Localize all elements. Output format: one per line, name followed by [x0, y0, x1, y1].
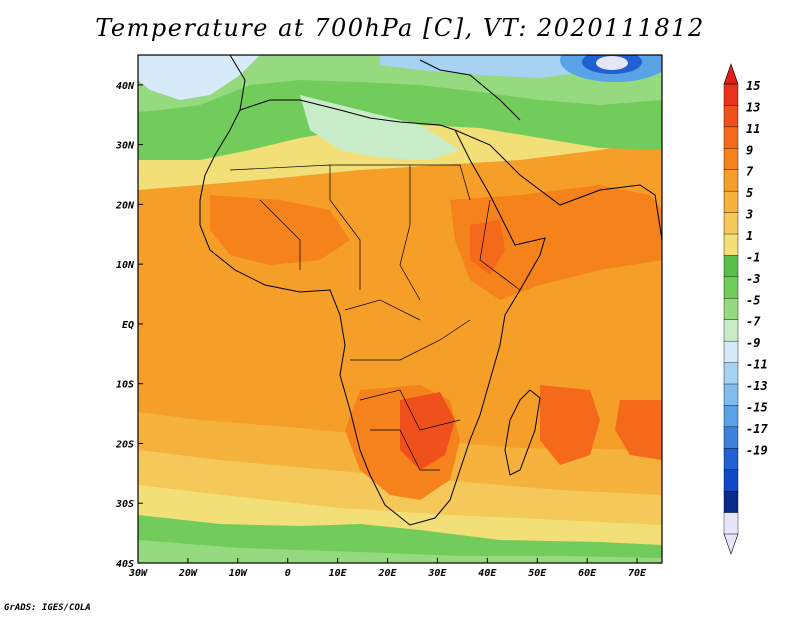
colorbar-swatch — [723, 190, 739, 214]
x-tick-label: 50E — [528, 568, 547, 579]
x-tick-label: 20W — [178, 568, 198, 579]
colorbar-label: -1 — [746, 250, 760, 264]
credit-text: GrADS: IGES/COLA — [4, 603, 91, 613]
x-tick-label: 20E — [377, 568, 397, 579]
plot-frame — [137, 54, 663, 564]
colorbar-swatch — [723, 298, 739, 321]
warm-arabia — [450, 185, 662, 300]
x-tick-label: 40E — [478, 568, 497, 579]
x-tick-label: 0 — [285, 568, 291, 579]
colorbar-label: -3 — [746, 272, 760, 286]
colorbar-swatch — [723, 212, 739, 235]
colorbar-swatch — [723, 83, 739, 107]
colorbar-swatch — [723, 276, 739, 299]
band-m1 — [138, 540, 662, 563]
colorbar-label: -9 — [746, 336, 760, 350]
colorbar-swatch — [723, 340, 739, 364]
colorbar-label: 9 — [746, 143, 753, 157]
colorbar-label: 11 — [746, 122, 760, 136]
chart-title: Temperature at 700hPa [C], VT: 202011181… — [95, 14, 705, 42]
colorbar-swatch — [723, 426, 739, 449]
colorbar-swatch — [723, 148, 739, 171]
colorbar-swatch — [723, 233, 739, 257]
atlantic-cool — [138, 55, 260, 100]
colorbar-top-arrow — [723, 63, 739, 85]
y-tick-label: 40N — [116, 81, 135, 92]
colorbar-swatch — [723, 169, 739, 192]
x-tick-label: 70E — [628, 568, 647, 579]
colorbar-swatch — [723, 448, 739, 471]
coastlines — [199, 55, 662, 526]
hot-south — [400, 392, 455, 470]
warm-horn — [470, 220, 505, 275]
colorbar-label: 1 — [746, 229, 753, 243]
y-tick-label: 20S — [115, 439, 134, 450]
y-tick-label: 10N — [116, 260, 135, 271]
colorbar-label: -17 — [746, 422, 768, 436]
y-tick-label: 20N — [115, 200, 135, 211]
colorbar-label: -19 — [746, 443, 768, 457]
north-cool — [380, 55, 620, 78]
y-tick-label: 30S — [115, 499, 134, 510]
colorbar-swatch — [723, 490, 739, 514]
colorbar-label: -13 — [746, 379, 768, 393]
x-tick-label: 30E — [427, 568, 447, 579]
x-tick-label: 30W — [128, 568, 148, 579]
colorbar-label: -5 — [746, 293, 760, 307]
warm-indian-2 — [615, 400, 662, 460]
y-tick-label: 40S — [116, 559, 134, 570]
colorbar-swatch — [723, 255, 739, 278]
colorbar-swatch — [723, 126, 739, 149]
colorbar-swatch — [723, 362, 739, 385]
warm-indian-1 — [540, 385, 600, 465]
colorbar-label: 5 — [746, 186, 753, 200]
colorbar-swatch — [723, 319, 739, 342]
colorbar-bottom-arrow — [723, 533, 739, 555]
x-tick-label: 60E — [578, 568, 597, 579]
colorbar-swatch — [723, 383, 739, 407]
colorbar-swatch — [723, 512, 739, 535]
colorbar-label: -15 — [746, 400, 768, 414]
y-tick-label: 30N — [115, 141, 135, 152]
colorbar-label: 15 — [746, 79, 760, 93]
warm-sahel — [210, 195, 350, 265]
colorbar-label: -11 — [746, 358, 768, 372]
x-tick-label: 10W — [229, 568, 248, 579]
colorbar-swatch — [723, 405, 739, 428]
borders — [229, 164, 521, 471]
colorbar-swatch — [723, 469, 739, 492]
colorbar-label: -7 — [746, 315, 761, 329]
colorbar-swatch — [723, 105, 739, 128]
colorbar-label: 13 — [746, 100, 760, 114]
colorbar: 15 13 11 9 7 5 3 1 -1 -3 -5 -7 -9 -11 -13 -15 -17 -19 — [723, 63, 768, 555]
y-tick-label: EQ — [122, 320, 134, 331]
cold-core-center — [596, 56, 628, 70]
x-tick-label: 10E — [329, 568, 348, 579]
med-cool — [300, 95, 460, 160]
colorbar-label: 3 — [745, 208, 753, 222]
axis-ticks: 30W 20W 10W 0 10E 20E 30E 40E 50E 60E 70E 40N 30N 20N… — [115, 81, 647, 579]
y-tick-label: 10S — [116, 380, 134, 391]
colorbar-label: 7 — [746, 165, 754, 179]
temperature-field — [138, 55, 662, 563]
